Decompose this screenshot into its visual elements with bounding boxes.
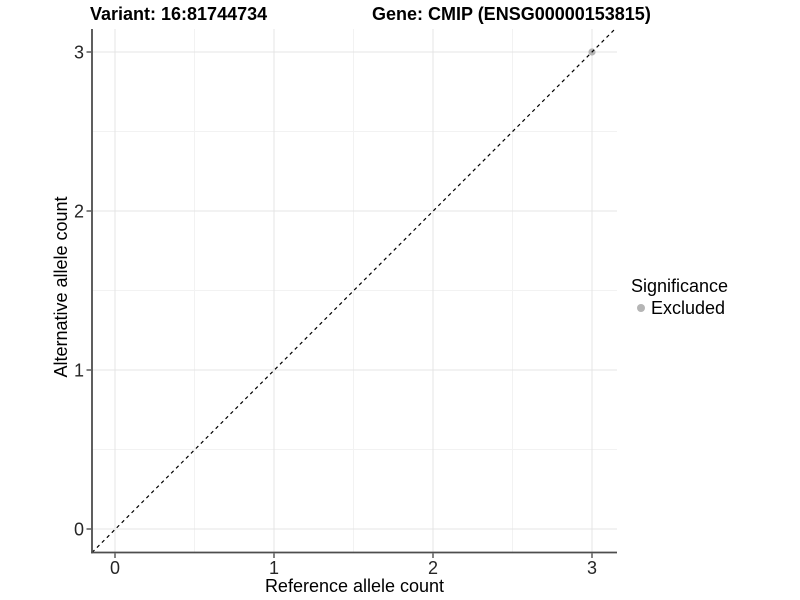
variant-title: Variant: 16:81744734 [90,4,268,24]
x-tick-label: 2 [428,558,438,578]
identity-reference-line [91,28,616,553]
y-tick-label: 2 [74,202,84,222]
legend-title: Significance [631,276,729,296]
gene-title: Gene: CMIP (ENSG00000153815) [372,4,651,24]
y-tick-label: 3 [74,43,84,63]
legend-item-label: Excluded [651,298,726,318]
y-axis-title: Alternative allele count [51,196,71,378]
legend-point-icon [637,304,645,312]
x-tick-label: 3 [587,558,597,578]
legend-item-excluded: Excluded [631,298,728,318]
y-tick-label: 1 [74,361,84,381]
legend: Significance Excluded [631,276,728,318]
x-tick-label: 1 [269,558,279,578]
x-tick-label: 0 [110,558,120,578]
x-axis-title: Reference allele count [264,576,445,596]
y-tick-label: 0 [74,520,84,540]
